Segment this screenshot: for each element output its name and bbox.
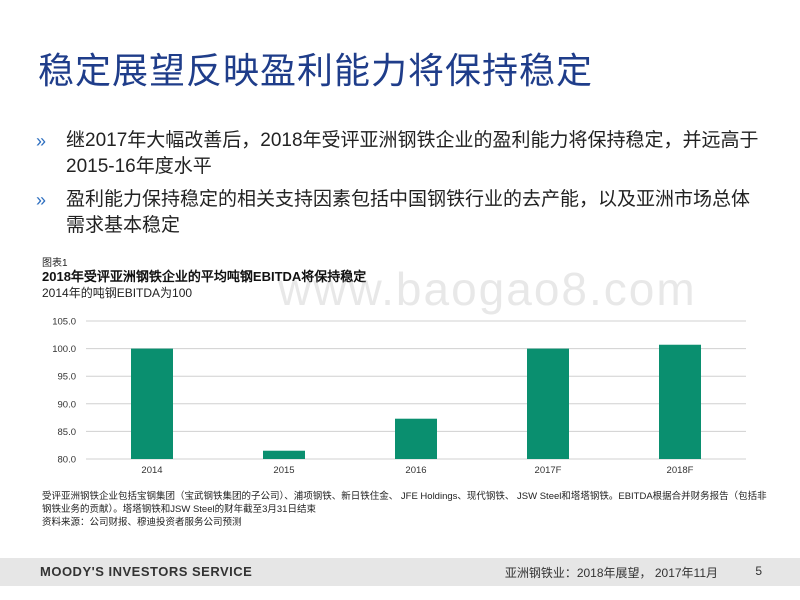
slide-title: 稳定展望反映盈利能力将保持稳定 [38,50,594,91]
chart-x-axis: 2014 2015 2016 2017F 2018F [141,465,693,476]
bar [131,348,173,459]
footer-bar: MOODY'S INVESTORS SERVICE 亚洲钢铁业：2018年展望，… [0,558,800,586]
footnote: 受评亚洲钢铁企业包括宝钢集团（宝武钢铁集团的子公司）、浦项钢铁、新日铁住金、 J… [42,491,767,515]
bar [395,418,437,459]
figure-notes: 受评亚洲钢铁企业包括宝钢集团（宝武钢铁集团的子公司）、浦项钢铁、新日铁住金、 J… [42,490,772,529]
x-tick-label: 2014 [141,465,162,476]
bullet-text: 盈利能力保持稳定的相关支持因素包括中国钢铁行业的去产能，以及亚洲市场总体需求基本… [66,189,751,236]
figure-title: 2018年受评亚洲钢铁企业的平均吨钢EBITDA将保持稳定 [42,269,367,284]
bullet-list: » 继2017年大幅改善后，2018年受评亚洲钢铁企业的盈利能力将保持稳定，并远… [36,128,766,246]
source-note: 资料来源：公司财报、穆迪投资者服务公司预测 [42,517,242,528]
bullet-marker-icon: » [36,131,47,151]
chart-bars [131,344,701,459]
chart-y-axis: 80.0 85.0 90.0 95.0 100.0 105.0 [52,317,76,466]
bullet-item: » 盈利能力保持稳定的相关支持因素包括中国钢铁行业的去产能，以及亚洲市场总体需求… [36,187,766,239]
x-tick-label: 2016 [405,465,426,476]
bar [263,450,305,459]
bullet-text: 继2017年大幅改善后，2018年受评亚洲钢铁企业的盈利能力将保持稳定，并远高于… [66,130,759,177]
bullet-marker-icon: » [36,190,47,210]
y-tick-label: 105.0 [52,317,76,328]
page-number: 5 [755,564,762,578]
brand-name: MOODY'S INVESTORS SERVICE [40,564,253,579]
bullet-item: » 继2017年大幅改善后，2018年受评亚洲钢铁企业的盈利能力将保持稳定，并远… [36,128,766,180]
bar [527,348,569,459]
y-tick-label: 100.0 [52,344,76,355]
bar [659,344,701,459]
figure-subtitle: 2014年的吨钢EBITDA为100 [42,286,193,300]
y-tick-label: 95.0 [58,372,77,383]
y-tick-label: 80.0 [58,455,77,466]
figure-label: 图表1 [42,258,68,269]
x-tick-label: 2017F [535,465,562,476]
y-tick-label: 85.0 [58,427,77,438]
watermark: www.baogao8.com [278,263,697,315]
y-tick-label: 90.0 [58,399,77,410]
x-tick-label: 2015 [273,465,294,476]
x-tick-label: 2018F [667,465,694,476]
report-info: 亚洲钢铁业：2018年展望， 2017年11月 [504,566,718,580]
